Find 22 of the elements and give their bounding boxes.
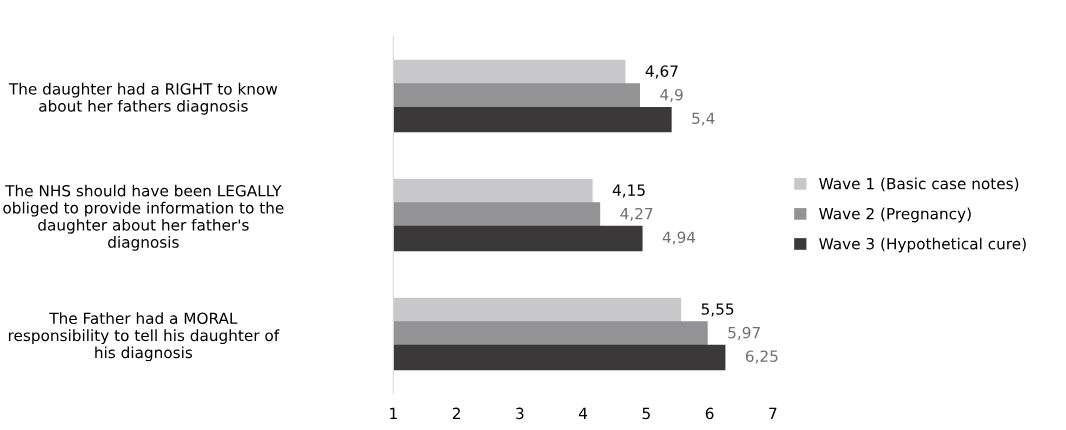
y-tick-label: The Father had a MORAL responsibility to tell his daughter of his diagnosis xyxy=(8,312,280,362)
data-label: 4,15 xyxy=(612,184,645,198)
data-label: 5,55 xyxy=(701,303,734,317)
y-tick-label: The NHS should have been LEGALLY obliged to provide information to the daughter about her father's diagnosis xyxy=(3,184,284,251)
x-tick-label: 7 xyxy=(769,407,777,419)
data-label: 4,27 xyxy=(620,207,653,221)
x-tick-label: 6 xyxy=(705,407,714,420)
y-tick-label: The daughter had a RIGHT to know about her fathers diagnosis xyxy=(8,82,278,115)
x-tick-label: 1 xyxy=(390,407,397,419)
data-label: 4,9 xyxy=(660,88,683,103)
x-tick-label: 5 xyxy=(642,407,650,420)
data-label: 5,4 xyxy=(692,112,715,126)
data-label: 5,97 xyxy=(728,326,760,340)
x-tick-label: 4 xyxy=(578,407,588,419)
legend-label: Wave 3 (Hypothetical cure) xyxy=(819,237,1026,253)
legend-label: Wave 1 (Basic case notes) xyxy=(819,177,1019,192)
legend-label: Wave 2 (Pregnancy) xyxy=(819,207,971,223)
x-tick-label: 3 xyxy=(516,407,524,420)
data-label: 6,25 xyxy=(745,350,778,364)
data-label: 4,67 xyxy=(645,65,678,79)
x-tick-label: 2 xyxy=(452,407,460,419)
data-label: 4,94 xyxy=(662,231,696,245)
